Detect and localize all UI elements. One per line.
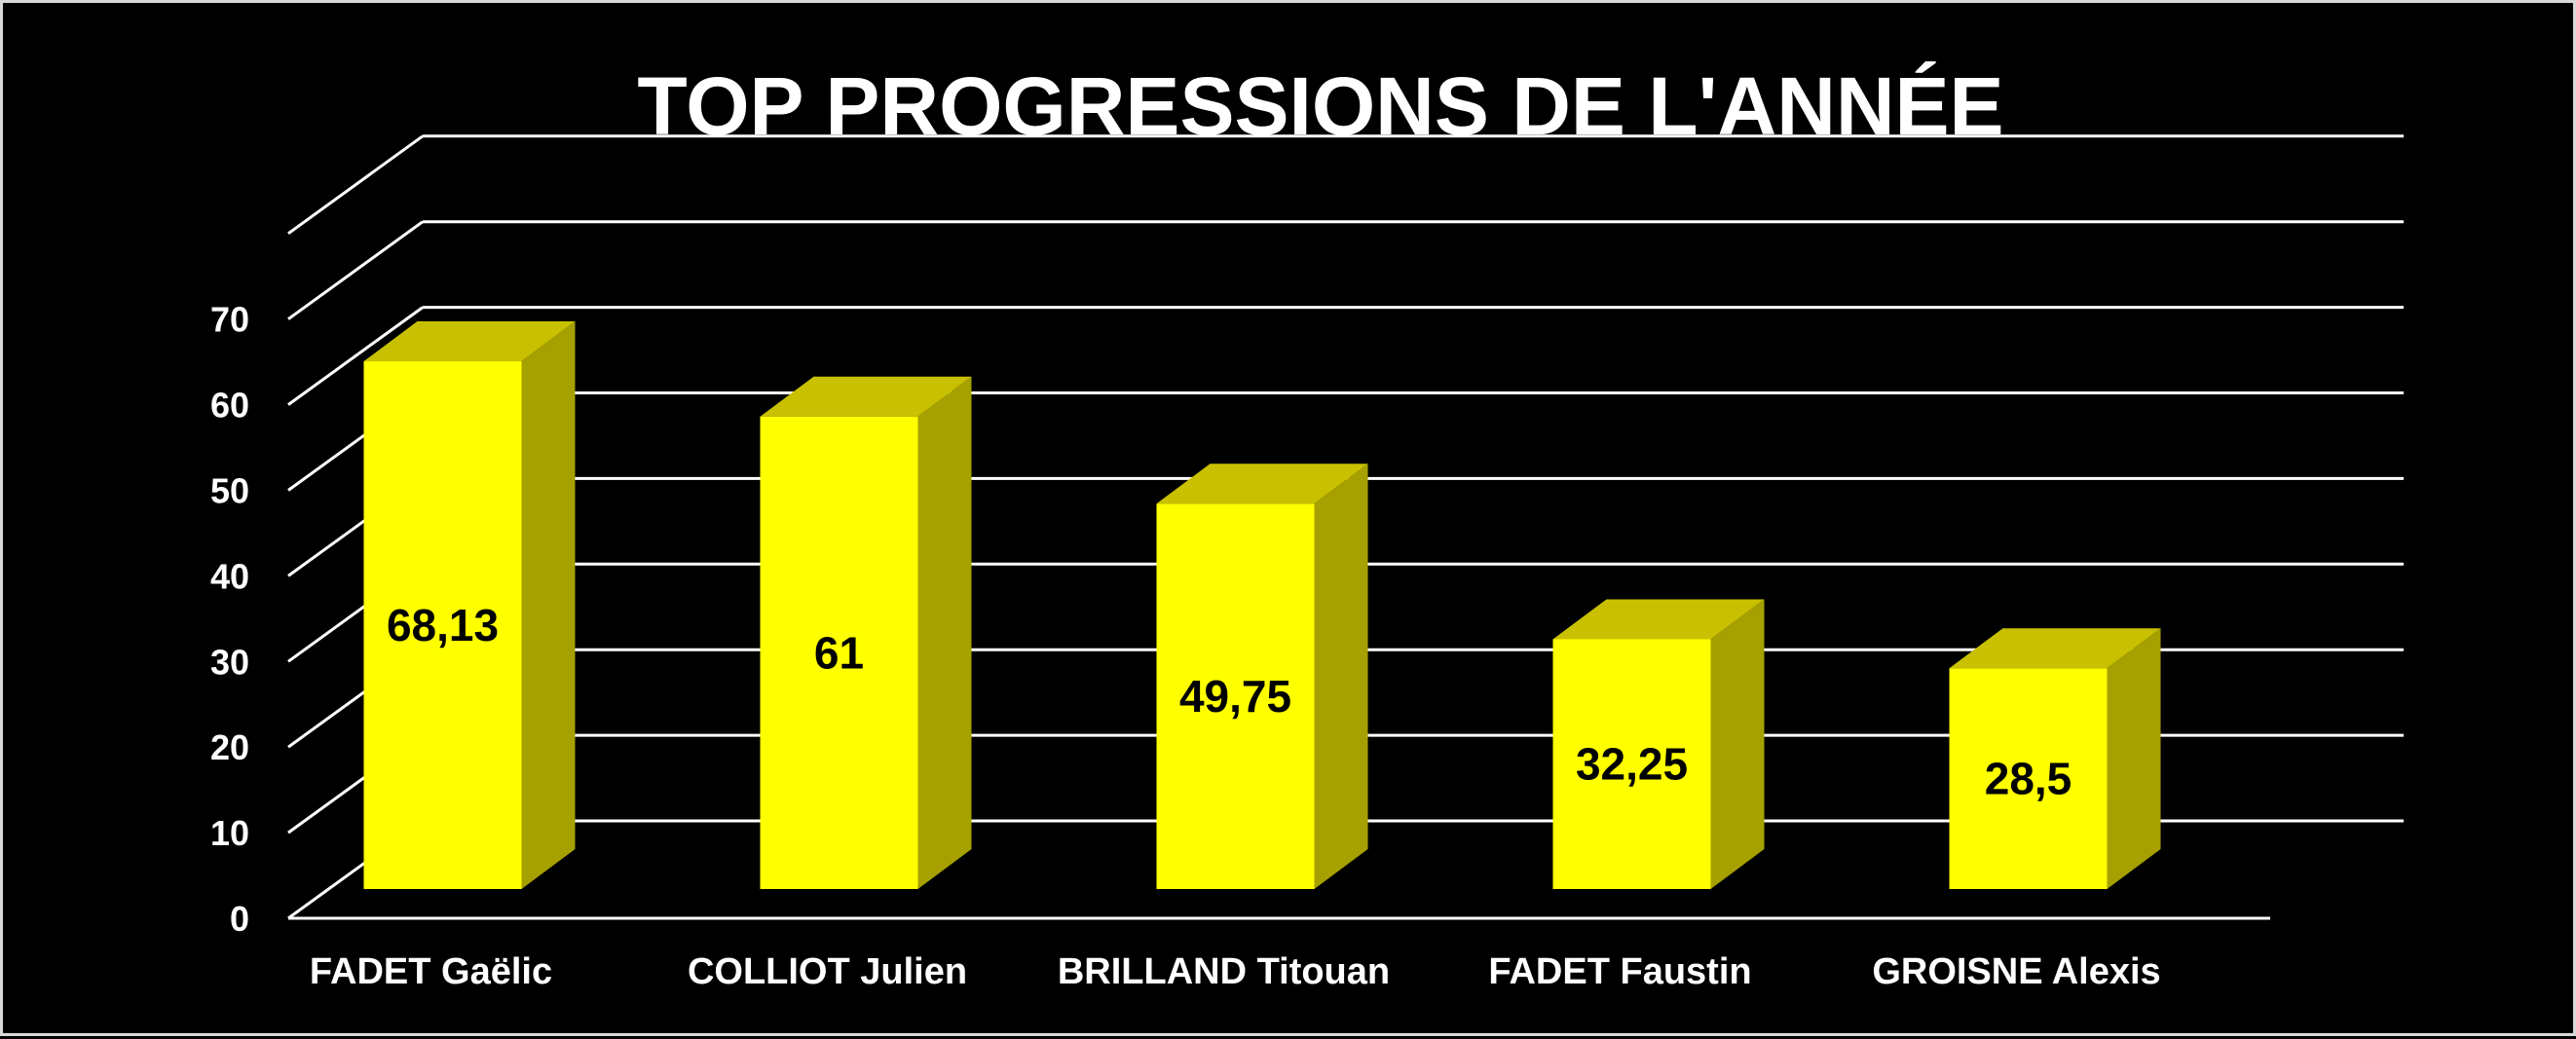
bar-side (917, 376, 972, 889)
bar: 68,13 (363, 321, 576, 889)
x-category-label: BRILLAND Titouan (1058, 951, 1390, 992)
bar-top (760, 376, 972, 417)
bar-chart: TOP PROGRESSIONS DE L'ANNÉE 0 10 20 30 40 50 6… (210, 60, 2404, 992)
x-category-label: GROISNE Alexis (1872, 951, 2160, 992)
bar-front (1949, 668, 2108, 889)
bar-side (521, 321, 576, 889)
bar-top (1156, 464, 1368, 504)
x-category-label: COLLIOT Julien (688, 951, 967, 992)
chart-title: TOP PROGRESSIONS DE L'ANNÉE (637, 60, 2003, 152)
x-category-label: FADET Gaëlic (310, 951, 552, 992)
y-axis: 0 10 20 30 40 50 60 70 (210, 300, 249, 939)
bar-data-label: 28,5 (1985, 754, 2072, 804)
bar-top (1552, 599, 1765, 640)
bar: 49,75 (1156, 464, 1368, 889)
bar-front (1156, 503, 1315, 889)
bar-data-label: 32,25 (1576, 739, 1688, 790)
bar-top (1949, 628, 2161, 669)
gridlines (287, 134, 2404, 920)
y-tick-label: 10 (210, 813, 249, 853)
bars: 68,13 61 49,75 32,25 28,5 (363, 321, 2161, 889)
y-tick-label: 30 (210, 642, 249, 682)
bar: 61 (760, 376, 972, 889)
bar-top (363, 321, 576, 362)
bar-front (363, 361, 522, 889)
bar-front (760, 416, 918, 889)
bar-front (1552, 639, 1711, 889)
bar-side (1710, 599, 1765, 889)
bar-data-label: 61 (814, 627, 864, 678)
y-tick-label: 40 (210, 556, 249, 596)
bar-data-label: 49,75 (1179, 671, 1291, 722)
y-tick-label: 0 (230, 899, 249, 939)
bar-data-label: 68,13 (387, 600, 499, 650)
bar-side (1314, 464, 1368, 889)
y-tick-label: 20 (210, 727, 249, 767)
gridline-diagonal (287, 306, 424, 406)
y-tick-label: 70 (210, 300, 249, 340)
bar-side (2107, 628, 2161, 889)
gridline-diagonal (287, 134, 424, 236)
y-tick-label: 60 (210, 386, 249, 426)
gridline-diagonal (287, 220, 424, 320)
bar: 32,25 (1552, 599, 1765, 889)
x-axis: FADET Gaëlic COLLIOT Julien BRILLAND Titou… (310, 951, 2161, 992)
bar: 28,5 (1949, 628, 2161, 889)
x-category-label: FADET Faustin (1488, 951, 1751, 992)
y-tick-label: 50 (210, 471, 249, 511)
